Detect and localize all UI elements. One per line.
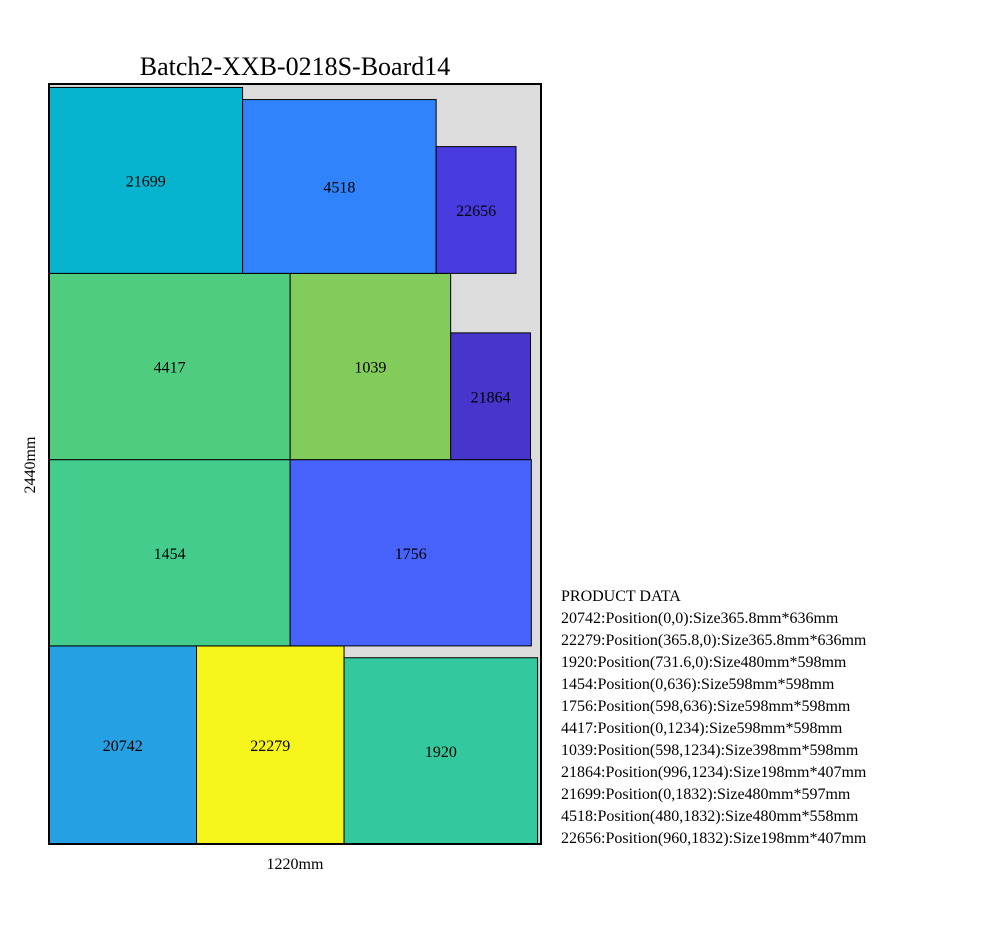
pieces-layer: 20742 22279 1920 1454 1756 4417 1039 21864 21699…: [48, 86, 539, 845]
piece-4417: [48, 272, 291, 461]
piece-label-1039: 1039: [354, 360, 386, 377]
piece-label-21699: 21699: [126, 173, 166, 190]
piece-1756: [289, 459, 532, 647]
product-data-line: 20742:Position(0,0):Size365.8mm*636mm: [561, 610, 839, 627]
piece-20742: [48, 645, 198, 845]
product-data-line: 22656:Position(960,1832):Size198mm*407mm: [561, 830, 867, 847]
product-data-line: 4518:Position(480,1832):Size480mm*558mm: [561, 808, 859, 825]
piece-label-21864: 21864: [471, 389, 511, 406]
product-data-line: 21699:Position(0,1832):Size480mm*597mm: [561, 786, 851, 803]
piece-label-1756: 1756: [395, 546, 427, 563]
product-data-heading: PRODUCT DATA: [561, 588, 681, 605]
product-data-line: 1039:Position(598,1234):Size398mm*598mm: [561, 742, 859, 759]
chart-title: Batch2-XXB-0218S-Board14: [139, 52, 451, 81]
piece-21699: [48, 86, 244, 274]
piece-label-4518: 4518: [323, 179, 355, 196]
piece-label-22656: 22656: [456, 203, 496, 220]
piece-label-20742: 20742: [103, 738, 143, 755]
piece-1454: [48, 459, 291, 647]
product-data-line: 22279:Position(365.8,0):Size365.8mm*636m…: [561, 632, 867, 649]
piece-label-4417: 4417: [154, 360, 186, 377]
product-data-legend: PRODUCT DATA 20742:Position(0,0):Size365…: [561, 586, 866, 850]
x-axis-label: 1220mm: [266, 856, 324, 873]
piece-1039: [289, 272, 452, 461]
piece-label-22279: 22279: [250, 738, 290, 755]
product-data-line: 21864:Position(996,1234):Size198mm*407mm: [561, 764, 867, 781]
piece-1920: [343, 657, 539, 845]
product-data-line: 1756:Position(598,636):Size598mm*598mm: [561, 698, 851, 715]
y-axis-label: 2440mm: [22, 436, 39, 494]
piece-22279: [196, 645, 345, 845]
piece-21864: [450, 332, 532, 461]
product-data-line: 1454:Position(0,636):Size598mm*598mm: [561, 676, 835, 693]
product-data-line: 4417:Position(0,1234):Size598mm*598mm: [561, 720, 843, 737]
piece-label-1454: 1454: [154, 546, 186, 563]
piece-22656: [435, 146, 517, 274]
board-outline: [48, 83, 542, 845]
piece-label-1920: 1920: [425, 744, 457, 761]
piece-4518: [242, 99, 437, 274]
product-data-line: 1920:Position(731.6,0):Size480mm*598mm: [561, 654, 847, 671]
